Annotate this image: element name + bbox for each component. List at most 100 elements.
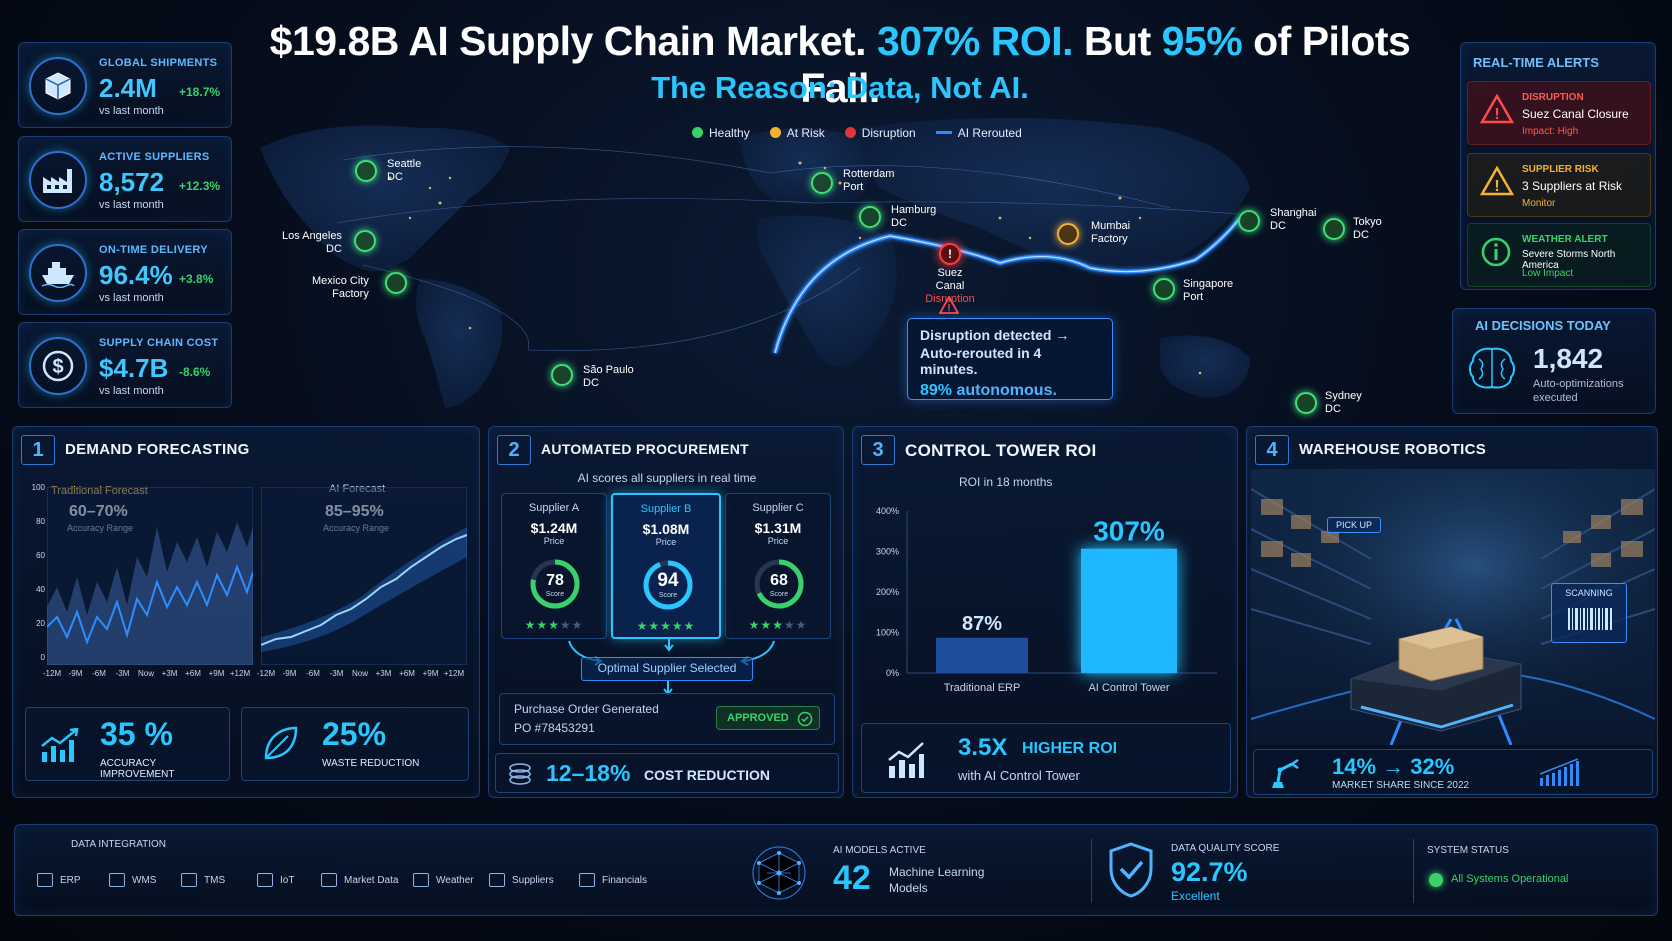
city-sydney[interactable]: Sydney DC [1295, 390, 1362, 416]
warehouse-robotics-panel: 4 WAREHOUSE ROBOTICS PICK [1246, 426, 1658, 798]
supplier-card[interactable]: Supplier A $1.24M Price 78 Score ★★★★★ [501, 493, 607, 639]
models-label-2: Models [889, 881, 928, 895]
kpi-card-cost[interactable]: $ SUPPLY CHAIN COST $4.7B -8.6% vs last … [18, 322, 232, 408]
pickup-tag: PICK UP [1327, 517, 1382, 533]
market-share-label: MARKET SHARE SINCE 2022 [1332, 780, 1470, 791]
x-tick-label: +3M [161, 669, 178, 678]
city-shanghai[interactable]: Shanghai DC [1238, 207, 1317, 233]
city-sao-paulo[interactable]: São Paulo DC [551, 364, 634, 390]
disruption-callout: Disruption detected → Auto-rerouted in 4… [907, 318, 1113, 400]
kpi-sub: vs last month [99, 385, 164, 397]
alert-supplier-risk[interactable]: ! SUPPLIER RISK 3 Suppliers at Risk Moni… [1467, 153, 1651, 217]
supplier-stars: ★★★★★ [524, 618, 584, 632]
integration-label: TMS [204, 874, 226, 886]
kpi-label: SUPPLY CHAIN COST [99, 337, 219, 349]
supplier-price-label: Price [543, 536, 565, 546]
bottom-status-bar: DATA INTEGRATION ERP WMS TMS IoT Market Data… [14, 824, 1658, 916]
alert-impact: Low Impact [1522, 268, 1574, 279]
higher-roi-card: 3.5X HIGHER ROI with AI Control Tower [861, 723, 1231, 793]
supplier-price: $1.24M [530, 520, 578, 536]
supplier-card[interactable]: Supplier B $1.08M Price 94 Score ★★★★★ [611, 493, 721, 639]
optimal-supplier-badge: Optimal Supplier Selected [581, 657, 753, 681]
x-tick-label: Now [137, 669, 154, 678]
y-tick-label: 40 [36, 585, 45, 594]
healthy-marker-icon [811, 172, 833, 194]
kpi-card-shipments[interactable]: GLOBAL SHIPMENTS 2.4M +18.7% vs last mon… [18, 42, 232, 128]
x-tick-label: +12M [229, 669, 251, 678]
integration-weather[interactable]: Weather [413, 873, 474, 887]
integration-wms[interactable]: WMS [109, 873, 156, 887]
supplier-price: $1.08M [642, 521, 690, 537]
models-label: Machine Learning [889, 865, 985, 879]
y-tick-label: 200% [876, 587, 899, 597]
section-number: 3 [861, 435, 895, 465]
city-rotterdam[interactable]: Rotterdam Port [811, 168, 894, 194]
bar-trend-icon [1539, 758, 1579, 786]
integration-iot[interactable]: IoT [257, 873, 294, 887]
integration-tms[interactable]: TMS [181, 873, 225, 887]
kpi-value: 96.4% [99, 260, 173, 290]
title-pct: 95% [1161, 18, 1243, 64]
leaf-icon [264, 726, 298, 760]
section-title: CONTROL TOWER ROI [905, 441, 1097, 460]
city-tokyo[interactable]: Tokyo DC [1323, 216, 1382, 242]
world-map[interactable] [240, 108, 1450, 420]
integration-icon [489, 873, 505, 887]
city-seattle[interactable]: Seattle DC [355, 158, 421, 184]
automated-procurement-panel: 2 AUTOMATED PROCUREMENT AI scores all su… [488, 426, 844, 798]
integration-icon [109, 873, 125, 887]
alert-weather[interactable]: WEATHER ALERT Severe Storms North Americ… [1467, 223, 1651, 287]
supplier-card[interactable]: Supplier C $1.31M Price 68 Score ★★★★★ [725, 493, 831, 639]
check-circle-icon [797, 711, 813, 727]
x-tick-label: +12M [443, 669, 465, 678]
x-tick-label: -3M [115, 669, 130, 678]
roi-sub: with AI Control Tower [958, 768, 1080, 783]
city-mumbai[interactable]: Mumbai Factory [1057, 220, 1130, 246]
kpi-card-delivery[interactable]: ON-TIME DELIVERY 96.4% +3.8% vs last mon… [18, 229, 232, 315]
kpi-card-suppliers[interactable]: ACTIVE SUPPLIERS 8,572 +12.3% vs last mo… [18, 136, 232, 222]
kpi-sub: vs last month [99, 292, 164, 304]
supplier-price-label: Price [767, 536, 789, 546]
svg-text:!: ! [1494, 178, 1499, 195]
integration-suppliers[interactable]: Suppliers [489, 873, 554, 887]
y-tick-label: 400% [876, 506, 899, 516]
city-hamburg[interactable]: Hamburg DC [859, 204, 936, 230]
integration-financials[interactable]: Financials [579, 873, 647, 887]
x-tick-label: +6M [399, 669, 415, 678]
healthy-marker-icon [551, 364, 573, 386]
city-singapore[interactable]: Singapore Port [1153, 278, 1233, 304]
integration-market-data[interactable]: Market Data [321, 873, 398, 887]
x-tick-label: +9M [208, 669, 225, 678]
svg-text:Score: Score [770, 591, 788, 598]
alert-disruption[interactable]: ! DISRUPTION Suez Canal Closure Impact: … [1467, 81, 1651, 145]
australia-shape [1160, 335, 1250, 398]
kpi-label: ON-TIME DELIVERY [99, 244, 208, 256]
healthy-marker-icon [1323, 218, 1345, 240]
roi-data-label: 307% [1093, 516, 1165, 547]
supplier-name: Supplier B [640, 503, 692, 515]
city-mexico-city[interactable]: Mexico City Factory [312, 272, 407, 301]
purchase-order-card[interactable]: Purchase Order Generated PO #78453291 AP… [499, 693, 835, 745]
waste-value: 25% [322, 716, 387, 752]
city-los-angeles[interactable]: Los Angeles DC [282, 230, 376, 256]
integration-icon [37, 873, 53, 887]
y-tick-label: 60 [36, 551, 45, 560]
integration-erp[interactable]: ERP [37, 873, 81, 887]
quality-value: 92.7% [1171, 857, 1248, 887]
supplier-stars: ★★★★★ [748, 618, 808, 632]
y-tick-label: 0% [886, 668, 899, 678]
alert-desc: Severe Storms North America [1522, 249, 1616, 271]
integration-label: Financials [602, 874, 648, 886]
ai-decisions-label: Auto-optimizations executed [1533, 378, 1624, 404]
europe-shape [740, 128, 870, 205]
svg-text:$: $ [52, 356, 63, 378]
waste-stat-card: 25% WASTE REDUCTION [241, 707, 469, 781]
y-tick-label: 0 [40, 653, 45, 662]
section-title: DEMAND FORECASTING [65, 441, 250, 458]
status-title: SYSTEM STATUS [1427, 845, 1509, 856]
accuracy-stat-card: 35 % ACCURACY IMPROVEMENT [25, 707, 230, 781]
kpi-value: $4.7B [99, 353, 169, 383]
integration-label: Market Data [344, 874, 399, 886]
